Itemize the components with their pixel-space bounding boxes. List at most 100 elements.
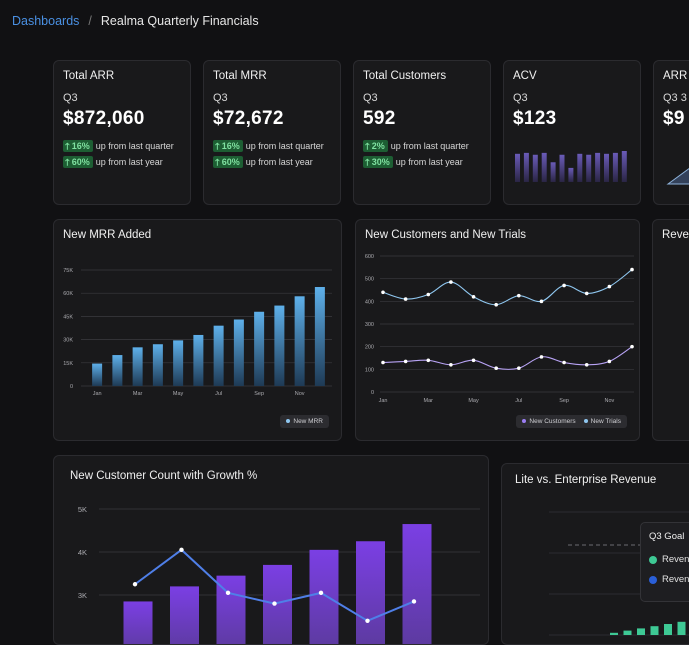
bar	[595, 152, 601, 182]
bar	[92, 363, 103, 386]
kpi-card-arr-forecast[interactable]: ARR F Q3 3 $9	[653, 60, 689, 205]
bar	[356, 541, 385, 644]
data-point	[607, 284, 612, 289]
kpi-period: Q3	[513, 92, 528, 104]
legend-dot	[649, 575, 657, 584]
bar	[173, 340, 184, 386]
delta-text: up from last quarter	[390, 141, 469, 151]
growth-badge: 🡑 16%	[63, 140, 93, 152]
customers-trials-card[interactable]: New Customers and New Trials 0 100 200 300 4…	[355, 219, 640, 441]
breadcrumb: Dashboards / Realma Quarterly Financials	[12, 14, 259, 28]
legend-item-new-mrr[interactable]: New MRR	[286, 418, 323, 425]
x-tick-label: Sep	[254, 391, 264, 397]
customer-count-growth-chart: 3K 4K 5K	[78, 505, 480, 644]
arrow-up-icon: 🡑	[215, 140, 220, 151]
kpi-title: Total Customers	[363, 70, 447, 82]
growth-badge: 🡑 30%	[363, 156, 393, 168]
kpi-value: $9	[663, 108, 685, 129]
bar	[532, 154, 538, 182]
bar	[523, 152, 529, 182]
tooltip-row-label: Reven	[662, 574, 689, 585]
data-point	[132, 582, 138, 587]
x-tick-label: Jul	[215, 391, 222, 397]
customer-count-growth-card[interactable]: New Customer Count with Growth % 3K 4K 5K	[53, 455, 489, 645]
bar	[586, 154, 592, 182]
breadcrumb-dashboards-link[interactable]: Dashboards	[12, 14, 80, 28]
data-point	[607, 359, 612, 364]
chart-title: Lite vs. Enterprise Revenue	[515, 474, 657, 486]
data-point	[584, 291, 589, 296]
y-tick-label: 45K	[63, 314, 73, 320]
arrow-up-icon: 🡑	[215, 156, 220, 167]
data-point	[471, 358, 476, 363]
bar	[568, 167, 574, 182]
delta-text: up from last quarter	[95, 141, 174, 151]
kpi-delta-year: 🡑 60% up from last year	[213, 156, 313, 168]
q3-goal-tooltip: Q3 Goal Reven Reven	[640, 522, 689, 602]
data-point	[411, 599, 417, 604]
bar	[123, 601, 153, 644]
new-mrr-card[interactable]: New MRR Added 0 15K 30K 45K 60K 75K Jan Mar May J…	[53, 219, 342, 441]
chart-title: New MRR Added	[63, 229, 152, 241]
kpi-value: $872,060	[63, 108, 145, 129]
bar	[623, 630, 632, 635]
breadcrumb-separator: /	[88, 14, 92, 28]
bar	[604, 153, 609, 182]
bar	[610, 632, 618, 635]
bar	[637, 628, 645, 635]
kpi-title: ARR F	[663, 70, 689, 82]
tooltip-row: Reven	[649, 574, 689, 585]
bar	[213, 325, 224, 386]
kpi-delta-quarter: 🡑 16% up from last quarter	[213, 140, 324, 152]
data-point	[381, 360, 385, 365]
bar	[294, 296, 305, 386]
x-tick-label: Jan	[93, 391, 102, 397]
series-line	[382, 269, 633, 306]
kpi-period: Q3 3	[663, 92, 687, 104]
bar	[170, 586, 199, 644]
bar	[309, 549, 339, 644]
bar	[274, 305, 285, 386]
arrow-up-icon: 🡑	[365, 156, 370, 167]
y-tick-label: 0	[70, 384, 73, 390]
new-mrr-legend[interactable]: New MRR	[280, 415, 329, 428]
x-tick-label: May	[468, 398, 479, 404]
y-tick-label: 100	[365, 367, 374, 373]
x-tick-label: Jan	[379, 398, 388, 404]
kpi-card-total-arr[interactable]: Total ARR Q3 $872,060 🡑 16% up from last …	[53, 60, 191, 205]
kpi-delta-year: 🡑 60% up from last year	[63, 156, 163, 168]
y-tick-label: 15K	[63, 361, 73, 367]
x-tick-label: Sep	[559, 398, 569, 404]
kpi-card-total-mrr[interactable]: Total MRR Q3 $72,672 🡑 16% up from last q…	[203, 60, 341, 205]
bar	[559, 154, 565, 182]
data-point	[318, 590, 324, 596]
delta-text: up from last quarter	[245, 141, 324, 151]
bar	[263, 564, 292, 644]
bar	[152, 344, 163, 386]
y-tick-label: 500	[365, 277, 374, 283]
chart-title: New Customer Count with Growth %	[70, 470, 258, 482]
kpi-card-acv[interactable]: ACV Q3 $123	[503, 60, 641, 205]
legend-item-new-customers[interactable]: New Customers	[522, 418, 576, 425]
bar	[314, 287, 325, 386]
kpi-value: 592	[363, 108, 396, 129]
bar	[515, 153, 520, 182]
kpi-card-total-customers[interactable]: Total Customers Q3 592 🡑 2% up from last …	[353, 60, 491, 205]
bar	[577, 153, 583, 182]
data-point	[494, 366, 498, 370]
growth-badge: 🡑 60%	[63, 156, 93, 168]
legend-item-new-trials[interactable]: New Trials	[583, 418, 621, 425]
data-point	[403, 297, 408, 301]
revenue-card-partial[interactable]: Reven	[652, 219, 689, 441]
data-point	[630, 344, 634, 349]
y-tick-label: 300	[365, 322, 374, 328]
delta-text: up from last year	[95, 157, 163, 167]
bar	[664, 624, 672, 635]
arr-forecast-sparkline	[666, 168, 689, 185]
bar	[541, 152, 547, 182]
chart-title: Reven	[662, 229, 689, 241]
y-tick-label: 400	[365, 299, 374, 305]
customers-trials-legend[interactable]: New Customers New Trials	[516, 415, 627, 428]
page-title: Realma Quarterly Financials	[100, 14, 259, 28]
y-tick-label: 60K	[63, 291, 73, 297]
